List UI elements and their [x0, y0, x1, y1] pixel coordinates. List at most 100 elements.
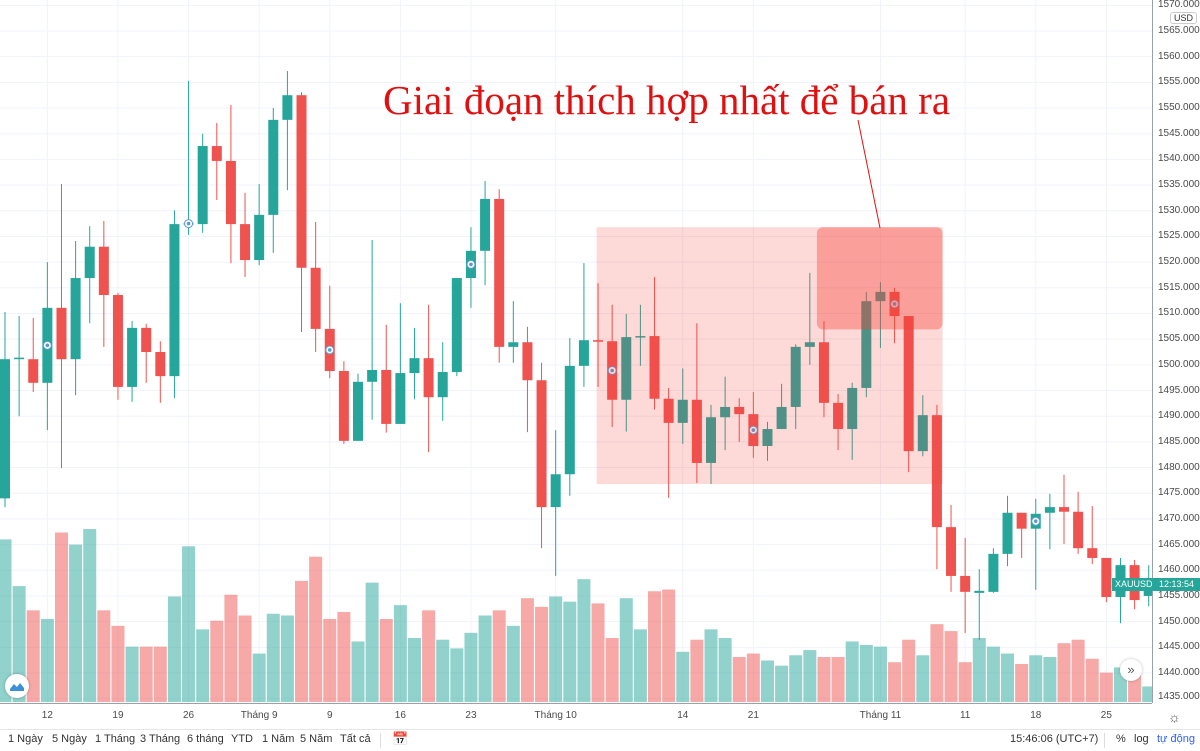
volume-bar [888, 662, 902, 702]
candle-body [240, 224, 251, 261]
candle-body [847, 387, 858, 430]
range-6-months[interactable]: 6 tháng [187, 733, 224, 745]
candle-body [494, 198, 505, 347]
annotation-pointer-line[interactable] [857, 119, 881, 229]
price-tick-label: 1460.000 [1158, 564, 1200, 576]
candle-body [169, 224, 180, 377]
volume-bar [648, 591, 662, 702]
chart-plot-area[interactable] [0, 0, 1152, 703]
volume-bar [718, 637, 732, 702]
volume-bar [295, 580, 309, 702]
volume-bar [1001, 653, 1015, 702]
candle-body [0, 359, 10, 499]
price-tick-label: 1560.000 [1158, 50, 1200, 62]
candle-body [578, 340, 589, 366]
candle-body [225, 160, 236, 225]
candle-body [649, 336, 660, 399]
currency-label[interactable]: USD [1169, 12, 1197, 24]
price-tick-label: 1465.000 [1158, 538, 1200, 550]
range-1-month[interactable]: 1 Tháng [95, 733, 136, 745]
annotation-zones[interactable] [596, 227, 943, 484]
price-tick-label: 1480.000 [1158, 461, 1200, 473]
volume-bar [986, 646, 1000, 702]
candle-body [818, 342, 829, 403]
auto-scale-toggle[interactable]: tự động [1157, 733, 1195, 745]
double-chevron-right-icon[interactable]: » [1120, 659, 1142, 681]
volume-bar [662, 589, 676, 702]
candle-body [423, 358, 434, 398]
candle-body [211, 146, 222, 161]
price-tick-label: 1535.000 [1158, 179, 1200, 191]
candle-body [917, 415, 928, 452]
volume-bar [690, 639, 704, 702]
volume-bar [379, 618, 393, 702]
range-5-years[interactable]: 5 Năm [300, 733, 333, 745]
candle-body [197, 146, 208, 225]
candle-body [338, 371, 349, 441]
candle-body [663, 398, 674, 423]
volume-bar [1029, 655, 1043, 702]
volume-bar [196, 629, 210, 702]
time-axis[interactable]: 12 19 26 Tháng 9 9 16 23 Tháng 10 14 21 Tháng 11 11… [0, 703, 1152, 730]
percent-toggle[interactable]: % [1116, 733, 1126, 745]
volume-bar [563, 601, 577, 702]
candle-body [98, 246, 109, 295]
candle-body [155, 352, 166, 377]
volume-bar [972, 637, 986, 702]
range-ytd[interactable]: YTD [231, 733, 253, 745]
time-tick-label: 23 [465, 710, 477, 721]
volume-bar [337, 612, 351, 702]
bottom-toolbar: 1 Ngày 5 Ngày 1 Tháng 3 Tháng 6 tháng YT… [0, 729, 1200, 751]
candle-body [480, 198, 491, 251]
price-tick-label: 1565.000 [1158, 25, 1200, 36]
range-all[interactable]: Tất cả [340, 733, 371, 745]
candle-body [1143, 590, 1152, 596]
volume-bar [873, 646, 887, 702]
event-marker-dot [751, 428, 756, 432]
volume-bar [182, 546, 196, 702]
volume-bar [97, 610, 111, 702]
volume-bar [252, 653, 266, 702]
volume-bar [1099, 672, 1113, 702]
candle-body [677, 399, 688, 423]
candle-body [353, 381, 363, 441]
time-tick-label: 21 [747, 710, 759, 721]
calendar-arrow-icon[interactable]: 📅 [392, 731, 409, 746]
divider [1104, 733, 1105, 748]
volume-bar [845, 641, 859, 702]
price-axis[interactable]: USD 1435.000 1440.000 1445.000 1450.000 1455… [1152, 0, 1200, 703]
volume-bar [1057, 643, 1071, 702]
volume-bar [859, 644, 873, 702]
log-toggle[interactable]: log [1134, 733, 1149, 745]
candle-body [395, 373, 406, 424]
gear-icon[interactable]: ☼ [1168, 709, 1181, 725]
range-1-day[interactable]: 1 Ngày [8, 733, 43, 745]
range-3-months[interactable]: 3 Tháng [140, 733, 181, 745]
candle-body [409, 358, 420, 374]
annotation-text[interactable]: Giai đoạn thích hợp nhất để bán ra [383, 77, 951, 123]
candle-body [903, 316, 914, 452]
cloud-chart-icon[interactable] [5, 674, 29, 698]
range-5-days[interactable]: 5 Ngày [52, 733, 87, 745]
sell-zone-highlight [816, 227, 943, 330]
candle-body [1016, 512, 1027, 529]
volume-bar [111, 625, 125, 702]
volume-bar [1015, 663, 1029, 702]
price-tick-label: 1440.000 [1158, 667, 1200, 678]
candle-body [931, 415, 942, 528]
volume-bar [619, 598, 633, 702]
volume-bar [26, 610, 40, 702]
volume-bar [450, 648, 464, 702]
volume-bar [422, 610, 436, 702]
volume-bar [153, 646, 167, 702]
volume-bar [83, 529, 97, 702]
volume-bar [902, 639, 916, 702]
price-tick-label: 1495.000 [1158, 384, 1200, 396]
clock-timezone[interactable]: 15:46:06 (UTC+7) [1010, 733, 1099, 745]
volume-bar [266, 613, 280, 702]
candle-body [621, 337, 632, 400]
candle-body [1087, 548, 1098, 558]
volume-bar [916, 655, 930, 702]
candle-body [310, 267, 321, 329]
range-1-year[interactable]: 1 Năm [262, 733, 295, 745]
